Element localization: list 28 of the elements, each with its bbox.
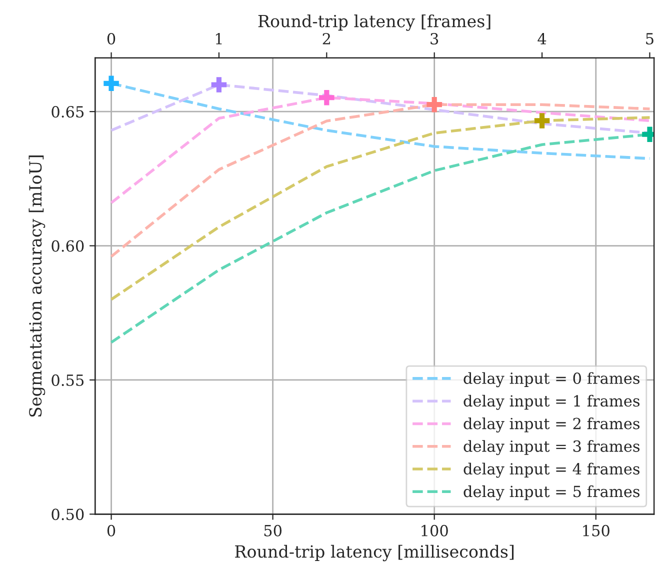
x2-tick-label: 2 — [322, 32, 330, 44]
x2-tick-label: 5 — [646, 33, 654, 45]
x-tick-label: 150 — [583, 524, 610, 536]
y-tick-label: 0.65 — [52, 106, 84, 118]
legend-label: delay input = 4 frames — [464, 462, 640, 478]
x-tick-label: 100 — [422, 524, 448, 536]
x2-tick-label: 3 — [430, 32, 438, 45]
x2-axis-title: Round-trip latency [frames] — [258, 14, 490, 31]
y-tick-label: 0.60 — [52, 240, 84, 252]
x-tick-label: 50 — [264, 524, 282, 536]
x-tick-label: 0 — [107, 524, 116, 536]
x2-tick-label: 0 — [107, 32, 116, 45]
point — [426, 96, 442, 112]
point — [319, 90, 334, 106]
point — [211, 77, 227, 92]
legend-label: delay input = 3 frames — [464, 440, 640, 456]
y-tick-label: 0.50 — [52, 508, 84, 520]
x2-tick-label: 1 — [216, 32, 222, 44]
x2-tick-label: 4 — [538, 32, 546, 44]
legend-label: delay input = 1 frames — [464, 394, 640, 410]
x-axis-title: Round-trip latency [milliseconds] — [235, 544, 514, 562]
point — [534, 113, 550, 128]
legend-label: delay input = 5 frames — [464, 485, 640, 500]
y-axis-title: Segmentation accuracy [mIoU] — [28, 156, 46, 417]
legend-label: delay input = 0 frames — [464, 372, 640, 388]
y-tick-label: 0.55 — [52, 374, 84, 386]
legend-label: delay input = 2 frames — [464, 417, 640, 432]
point — [104, 76, 119, 92]
